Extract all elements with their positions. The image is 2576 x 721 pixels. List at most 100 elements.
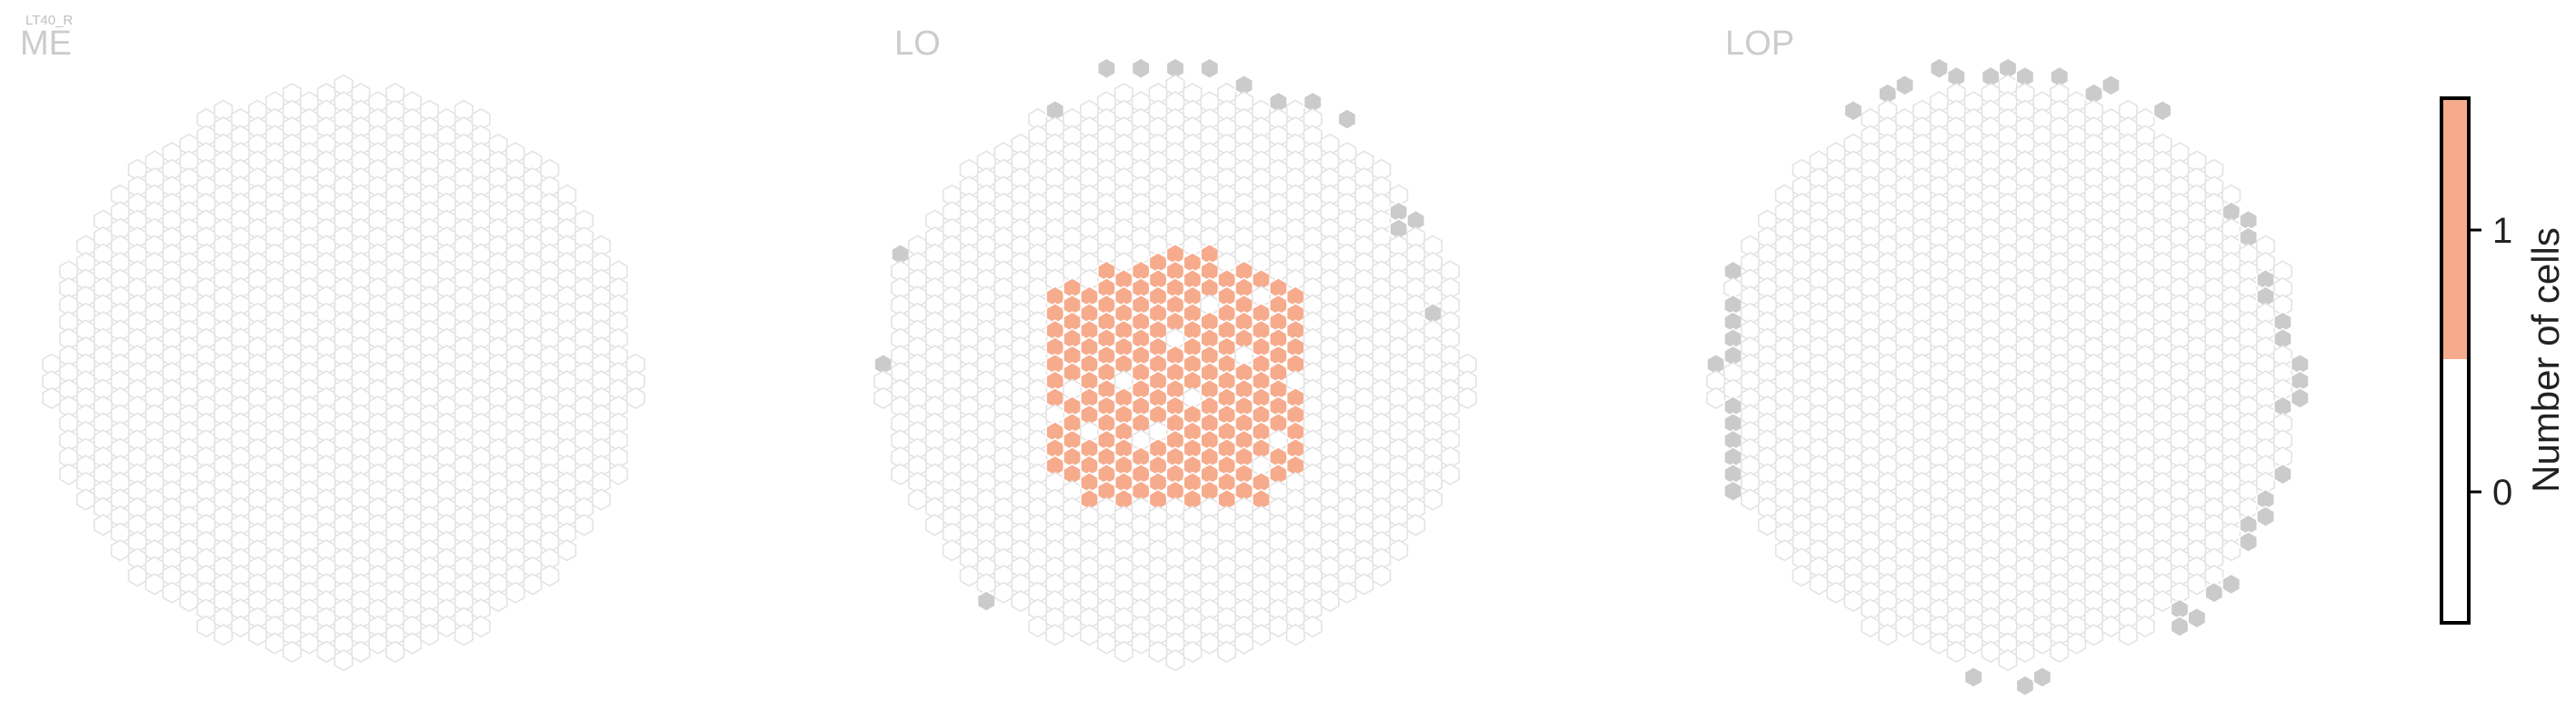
hex-cell-empty xyxy=(1389,539,1409,562)
hex-cell-empty xyxy=(93,514,113,536)
hex-cell-empty xyxy=(488,589,508,613)
hex-cell-empty xyxy=(196,615,216,638)
colorbar-tick-label-1: 1 xyxy=(2492,211,2512,251)
hex-cell-edge xyxy=(1337,107,1357,131)
hex-cell-empty xyxy=(505,581,525,604)
hex-cell-empty xyxy=(1809,573,1829,596)
hex-cell-empty xyxy=(874,386,894,410)
hex-cell-empty xyxy=(557,539,577,562)
panel-lop: LOP xyxy=(1706,25,2310,697)
hex-cell-edge xyxy=(2032,666,2052,688)
hex-cell-empty xyxy=(1826,581,1846,604)
hex-cell-edge xyxy=(2239,530,2259,554)
hex-cell-empty xyxy=(942,539,962,562)
hex-cell-empty xyxy=(1200,632,1220,655)
colorbar: 1 0 Number of cells xyxy=(2440,96,2567,625)
colorbar-segment-0 xyxy=(2441,359,2469,623)
hex-cell-empty xyxy=(1792,565,1812,587)
hex-cell-empty xyxy=(1895,615,1915,638)
hex-cell-empty xyxy=(1998,649,2018,672)
hex-cell-empty xyxy=(1131,632,1151,655)
hex-cell-empty xyxy=(247,624,268,646)
hex-cell-empty xyxy=(1861,615,1881,638)
hex-cell-edge xyxy=(1963,666,1983,688)
hex-cell-empty xyxy=(2032,632,2052,655)
hex-cell-empty xyxy=(1440,463,1460,486)
hex-cell-empty xyxy=(1080,624,1099,646)
hex-cell-empty xyxy=(1165,649,1185,672)
panel-me: ME xyxy=(20,25,645,672)
hex-cell-empty xyxy=(1741,488,1760,511)
hex-cell-empty xyxy=(2222,539,2242,562)
hex-cell-empty xyxy=(1045,624,1065,646)
hex-cell-empty xyxy=(127,565,147,587)
hex-cell-empty xyxy=(2135,615,2155,638)
hex-cell-empty xyxy=(1063,615,1083,638)
hex-cell-empty xyxy=(231,615,251,638)
hex-cell-empty xyxy=(2050,640,2070,664)
hex-grid-lo xyxy=(874,57,1477,672)
hex-cell-empty xyxy=(1457,386,1477,410)
hex-cell-empty xyxy=(1843,589,1863,613)
hex-cell-empty xyxy=(1372,565,1392,587)
hex-cell-empty xyxy=(1406,514,1426,536)
hex-cell-empty xyxy=(1234,632,1254,655)
hex-cell-edge xyxy=(1096,57,1116,80)
hex-cell-empty xyxy=(1981,640,2001,664)
hex-grid-lop xyxy=(1706,57,2310,697)
hex-cell-empty xyxy=(59,463,79,486)
hex-cell-empty xyxy=(351,640,371,664)
hex-cell-empty xyxy=(368,632,388,655)
hex-cell-empty xyxy=(265,632,285,655)
hex-cell-edge xyxy=(1131,57,1151,80)
hex-cell-edge xyxy=(2222,573,2242,596)
hex-cell-empty xyxy=(1252,624,1271,646)
hex-cell-empty xyxy=(1929,632,1949,655)
hex-cell-empty xyxy=(625,386,645,410)
hex-cell-empty xyxy=(214,624,234,646)
hex-cell-edge xyxy=(1200,57,1220,80)
hex-cell-empty xyxy=(454,624,474,646)
hex-cell-empty xyxy=(145,573,165,596)
hex-cell-empty xyxy=(1217,640,1237,664)
hex-cell-empty xyxy=(471,615,491,638)
hex-cell-empty xyxy=(1423,488,1443,511)
hex-cell-empty xyxy=(924,514,944,536)
hex-cell-empty xyxy=(2015,640,2035,664)
hex-cell-empty xyxy=(1337,581,1357,604)
hex-cell-empty xyxy=(1285,624,1305,646)
hex-cell-empty xyxy=(1320,589,1340,613)
hex-cell-edge xyxy=(2170,615,2190,638)
hex-cell-empty xyxy=(419,624,440,646)
colorbar-frame xyxy=(2440,96,2471,625)
panel-lo: LO xyxy=(874,25,1477,672)
hex-cell-empty xyxy=(907,488,928,511)
hex-cell-empty xyxy=(2101,615,2121,638)
panel-title-lo: LO xyxy=(894,25,941,63)
hex-cell-empty xyxy=(1096,632,1116,655)
hex-cell-edge xyxy=(2272,463,2292,486)
hex-cell-empty xyxy=(993,581,1013,604)
panel-title-me: ME xyxy=(20,25,72,63)
hex-cell-empty xyxy=(608,463,628,486)
hex-grid-me xyxy=(42,74,645,672)
hex-cell-empty xyxy=(1303,615,1323,638)
hex-cell-empty xyxy=(1354,573,1374,596)
hex-cell-empty xyxy=(1912,624,1932,646)
hex-cell-edge xyxy=(976,589,996,613)
colorbar-tick-label-0: 0 xyxy=(2492,473,2512,513)
hex-cell-empty xyxy=(385,640,405,664)
hex-cell-empty xyxy=(299,632,319,655)
hex-cell-empty xyxy=(2152,589,2172,613)
hex-cell-empty xyxy=(110,539,130,562)
hex-cell-edge xyxy=(2256,505,2275,528)
hex-cell-edge xyxy=(2152,99,2172,122)
colorbar-segment-1 xyxy=(2441,98,2469,359)
hex-cell-empty xyxy=(2118,624,2138,646)
hex-cell-empty xyxy=(436,615,456,638)
hex-cell-empty xyxy=(1028,615,1048,638)
hex-cell-empty xyxy=(1183,640,1203,664)
hex-cell-empty xyxy=(591,488,612,511)
hex-cell-edge xyxy=(2015,674,2035,697)
